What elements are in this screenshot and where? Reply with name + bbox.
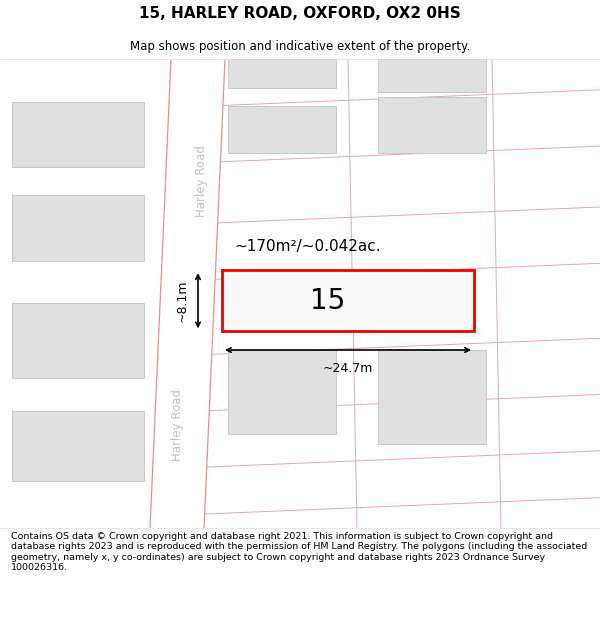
Text: 15: 15	[310, 287, 346, 315]
Bar	[228, 59, 336, 88]
Text: Harley Road: Harley Road	[194, 145, 208, 217]
Bar	[228, 106, 336, 153]
Bar	[378, 350, 486, 444]
Bar	[12, 195, 144, 261]
Text: 15, HARLEY ROAD, OXFORD, OX2 0HS: 15, HARLEY ROAD, OXFORD, OX2 0HS	[139, 6, 461, 21]
Bar	[222, 270, 474, 331]
Bar	[228, 350, 336, 434]
Text: ~170m²/~0.042ac.: ~170m²/~0.042ac.	[234, 239, 380, 254]
Bar	[12, 303, 144, 378]
Text: ~8.1m: ~8.1m	[176, 279, 189, 322]
Bar	[378, 97, 486, 153]
Text: Harley Road: Harley Road	[170, 389, 184, 461]
Text: ~24.7m: ~24.7m	[323, 362, 373, 375]
Text: Contains OS data © Crown copyright and database right 2021. This information is : Contains OS data © Crown copyright and d…	[11, 532, 587, 572]
Bar	[12, 411, 144, 481]
Text: Map shows position and indicative extent of the property.: Map shows position and indicative extent…	[130, 40, 470, 52]
Bar	[378, 59, 486, 92]
Polygon shape	[150, 59, 225, 528]
Bar	[12, 101, 144, 167]
